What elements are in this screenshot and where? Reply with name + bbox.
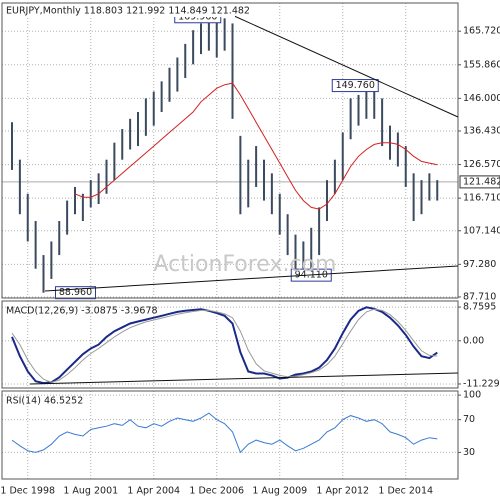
x-tick-label: 1 Apr 2004 xyxy=(127,486,180,497)
last-price-label: 121.482 xyxy=(463,176,500,187)
x-tick-label: 1 Dec 1998 xyxy=(0,486,55,497)
series-line xyxy=(11,412,438,454)
rsi-title: RSI(14) 46.5252 xyxy=(6,396,83,407)
y-tick-label: 136.430 xyxy=(463,125,500,136)
y-tick-label: -11.2299 xyxy=(463,378,500,389)
x-tick-label: 1 Dec 2006 xyxy=(189,486,244,497)
macd-title: MACD(12,26,9) -3.0875 -3.9678 xyxy=(6,306,158,317)
price-frame xyxy=(1,2,459,299)
rsi-frame xyxy=(1,390,459,480)
support-line xyxy=(44,265,459,292)
y-tick-label: 87.710 xyxy=(463,291,496,302)
y-tick-label: 97.280 xyxy=(463,259,496,270)
moving-average xyxy=(74,82,438,210)
series-line xyxy=(11,306,438,385)
x-tick-label: 1 Aug 2001 xyxy=(63,486,118,497)
macd-frame xyxy=(1,300,459,389)
x-tick-label: 1 Apr 2012 xyxy=(316,486,369,497)
series-line xyxy=(11,308,438,383)
last-price-box xyxy=(459,175,500,189)
y-tick-label: 116.710 xyxy=(463,193,500,204)
y-tick-label: 30 xyxy=(463,447,475,458)
price-annotation: 88.960 xyxy=(59,287,92,298)
y-tick-label: 165.720 xyxy=(463,26,500,37)
y-tick-label: 155.860 xyxy=(463,59,500,70)
watermark: ActionForex.com xyxy=(154,252,337,277)
y-tick-label: 146.000 xyxy=(463,93,500,104)
x-tick-label: 1 Dec 2014 xyxy=(378,486,433,497)
chart-title: EURJPY,Monthly 118.803 121.992 114.849 1… xyxy=(6,6,250,17)
y-tick-label: 8.7595 xyxy=(463,302,496,313)
y-tick-label: 70 xyxy=(463,414,475,425)
price-annotation-box xyxy=(331,79,379,93)
y-tick-label: 100 xyxy=(463,390,481,401)
resistance-line xyxy=(231,14,459,118)
x-tick-label: 1 Aug 2009 xyxy=(252,486,307,497)
macd-trend-line xyxy=(29,372,459,385)
y-tick-label: 107.140 xyxy=(463,225,500,236)
y-tick-label: 126.570 xyxy=(463,159,500,170)
y-tick-label: 0.00 xyxy=(463,335,484,346)
title-bg xyxy=(3,4,235,17)
price-annotation: 149.760 xyxy=(336,80,375,91)
